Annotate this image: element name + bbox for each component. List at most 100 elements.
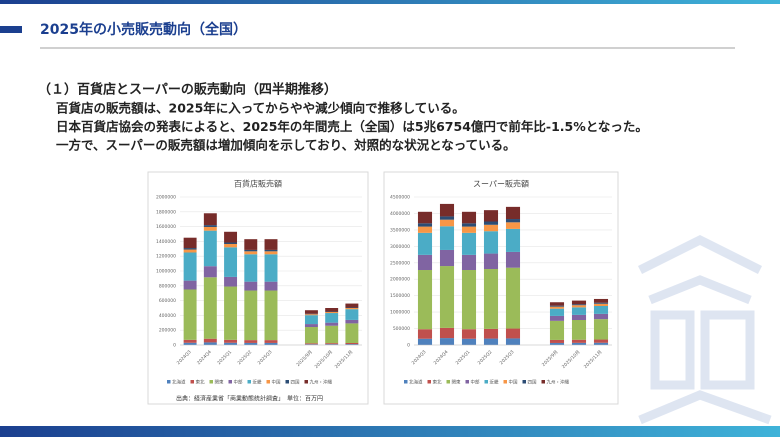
bar-segment bbox=[345, 343, 359, 345]
bar-segment bbox=[571, 342, 587, 345]
bar-segment bbox=[183, 339, 197, 343]
bar-segment bbox=[593, 339, 609, 343]
bar-segment bbox=[345, 309, 359, 320]
bar-segment bbox=[549, 320, 565, 340]
bar-segment bbox=[593, 303, 609, 306]
bar-segment bbox=[439, 327, 455, 339]
legend-label: 中部 bbox=[471, 379, 480, 386]
bar-segment bbox=[183, 248, 197, 250]
bar-segment bbox=[345, 307, 359, 308]
bar-segment bbox=[325, 311, 339, 314]
legend-label: 中国 bbox=[272, 379, 281, 386]
bar-segment bbox=[593, 298, 609, 303]
y-tick-label: 1600000 bbox=[156, 224, 176, 230]
y-tick-label: 4500000 bbox=[390, 195, 410, 201]
body-line: 日本百貨店協会の発表によると、2025年の年間売上（全国）は5兆6754億円で前… bbox=[56, 119, 648, 134]
legend-swatch bbox=[446, 380, 450, 384]
legend-swatch bbox=[541, 380, 545, 384]
bottom-band bbox=[0, 426, 780, 437]
legend-label: 北海道 bbox=[409, 379, 423, 386]
bar-segment bbox=[571, 307, 587, 315]
bar-segment bbox=[571, 320, 587, 340]
bar-segment bbox=[183, 252, 197, 281]
bar-segment bbox=[345, 319, 359, 324]
bar-segment bbox=[224, 339, 238, 343]
bar-segment bbox=[304, 327, 318, 344]
y-tick-label: 3500000 bbox=[390, 227, 410, 233]
bar-segment bbox=[571, 300, 587, 305]
top-band bbox=[0, 0, 780, 4]
bar-segment bbox=[264, 281, 278, 291]
bar-segment bbox=[593, 302, 609, 304]
bar-segment bbox=[304, 344, 318, 345]
bar-segment bbox=[549, 305, 565, 307]
bar-segment bbox=[183, 280, 197, 290]
legend-label: 九州・沖縄 bbox=[310, 379, 333, 386]
bar-segment bbox=[244, 249, 258, 252]
bar-segment bbox=[417, 338, 433, 345]
bar-segment bbox=[224, 231, 238, 243]
bar-segment bbox=[417, 254, 433, 271]
legend-swatch bbox=[247, 380, 251, 384]
legend-label: 近畿 bbox=[253, 379, 262, 386]
bar-segment bbox=[439, 226, 455, 250]
legend-label: 関東 bbox=[215, 379, 224, 386]
bar-segment bbox=[549, 315, 565, 321]
bar-segment bbox=[224, 243, 238, 248]
bar-segment bbox=[325, 322, 339, 326]
y-tick-label: 400000 bbox=[159, 313, 176, 319]
bar-segment bbox=[224, 247, 238, 277]
bar-segment bbox=[505, 222, 521, 229]
y-tick-label: 4000000 bbox=[390, 211, 410, 217]
bar-segment bbox=[439, 203, 455, 217]
bar-segment bbox=[304, 315, 318, 325]
bar-segment bbox=[224, 276, 238, 287]
bar-segment bbox=[439, 249, 455, 267]
bar-segment bbox=[244, 254, 258, 282]
bar-segment bbox=[505, 251, 521, 268]
bar-segment bbox=[304, 343, 318, 345]
bar-segment bbox=[264, 239, 278, 250]
legend-label: 中国 bbox=[509, 379, 518, 386]
bar-segment bbox=[203, 226, 217, 231]
legend-label: 近畿 bbox=[490, 379, 499, 386]
legend-label: 四国 bbox=[528, 380, 537, 386]
bar-segment bbox=[571, 314, 587, 321]
bar-segment bbox=[345, 344, 359, 345]
y-tick-label: 1000000 bbox=[156, 269, 176, 275]
bar-segment bbox=[244, 281, 258, 291]
legend-swatch bbox=[484, 380, 488, 384]
chart-title: スーパー販売額 bbox=[473, 179, 529, 189]
bar-segment bbox=[417, 223, 433, 227]
bar-segment bbox=[461, 254, 477, 271]
bar-segment bbox=[439, 216, 455, 220]
bar-segment bbox=[264, 342, 278, 345]
bar-segment bbox=[549, 308, 565, 316]
y-tick-label: 0 bbox=[407, 343, 410, 349]
chart-title: 百貨店販売額 bbox=[234, 179, 282, 189]
y-tick-label: 500000 bbox=[393, 326, 410, 332]
y-tick-label: 2000000 bbox=[390, 277, 410, 283]
legend-swatch bbox=[465, 380, 469, 384]
bar-segment bbox=[417, 232, 433, 255]
legend-swatch bbox=[427, 380, 431, 384]
bar-segment bbox=[549, 342, 565, 345]
legend-label: 四国 bbox=[291, 380, 300, 386]
bar-segment bbox=[461, 232, 477, 255]
bar-segment bbox=[203, 225, 217, 227]
bar-segment bbox=[304, 324, 318, 328]
bar-segment bbox=[439, 219, 455, 227]
bar-segment bbox=[461, 338, 477, 345]
legend-swatch bbox=[285, 380, 289, 384]
y-tick-label: 0 bbox=[173, 343, 176, 349]
bar-segment bbox=[505, 338, 521, 345]
bar-segment bbox=[571, 339, 587, 343]
legend-swatch bbox=[404, 380, 408, 384]
bar-segment bbox=[483, 231, 499, 254]
y-tick-label: 600000 bbox=[159, 298, 176, 304]
chart-frame bbox=[147, 171, 369, 405]
bar-segment bbox=[571, 305, 587, 308]
legend-swatch bbox=[266, 380, 270, 384]
